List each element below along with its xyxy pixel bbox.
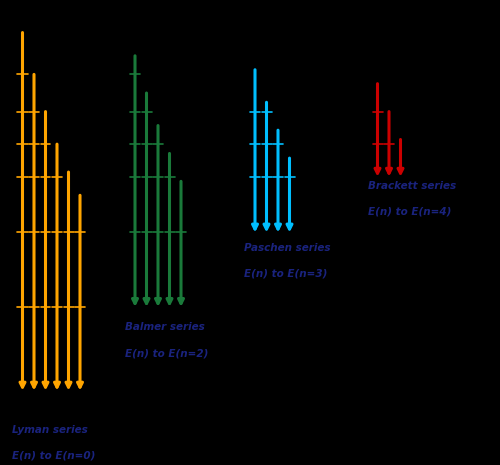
Text: Brackett series: Brackett series: [368, 180, 456, 191]
Text: E(n) to E(n=4): E(n) to E(n=4): [368, 206, 451, 216]
Text: E(n) to E(n=0): E(n) to E(n=0): [12, 450, 96, 460]
Text: Paschen series: Paschen series: [244, 243, 330, 253]
Text: Balmer series: Balmer series: [125, 322, 205, 332]
Text: Lyman series: Lyman series: [12, 425, 88, 435]
Text: E(n) to E(n=3): E(n) to E(n=3): [244, 269, 327, 279]
Text: E(n) to E(n=2): E(n) to E(n=2): [125, 348, 208, 358]
